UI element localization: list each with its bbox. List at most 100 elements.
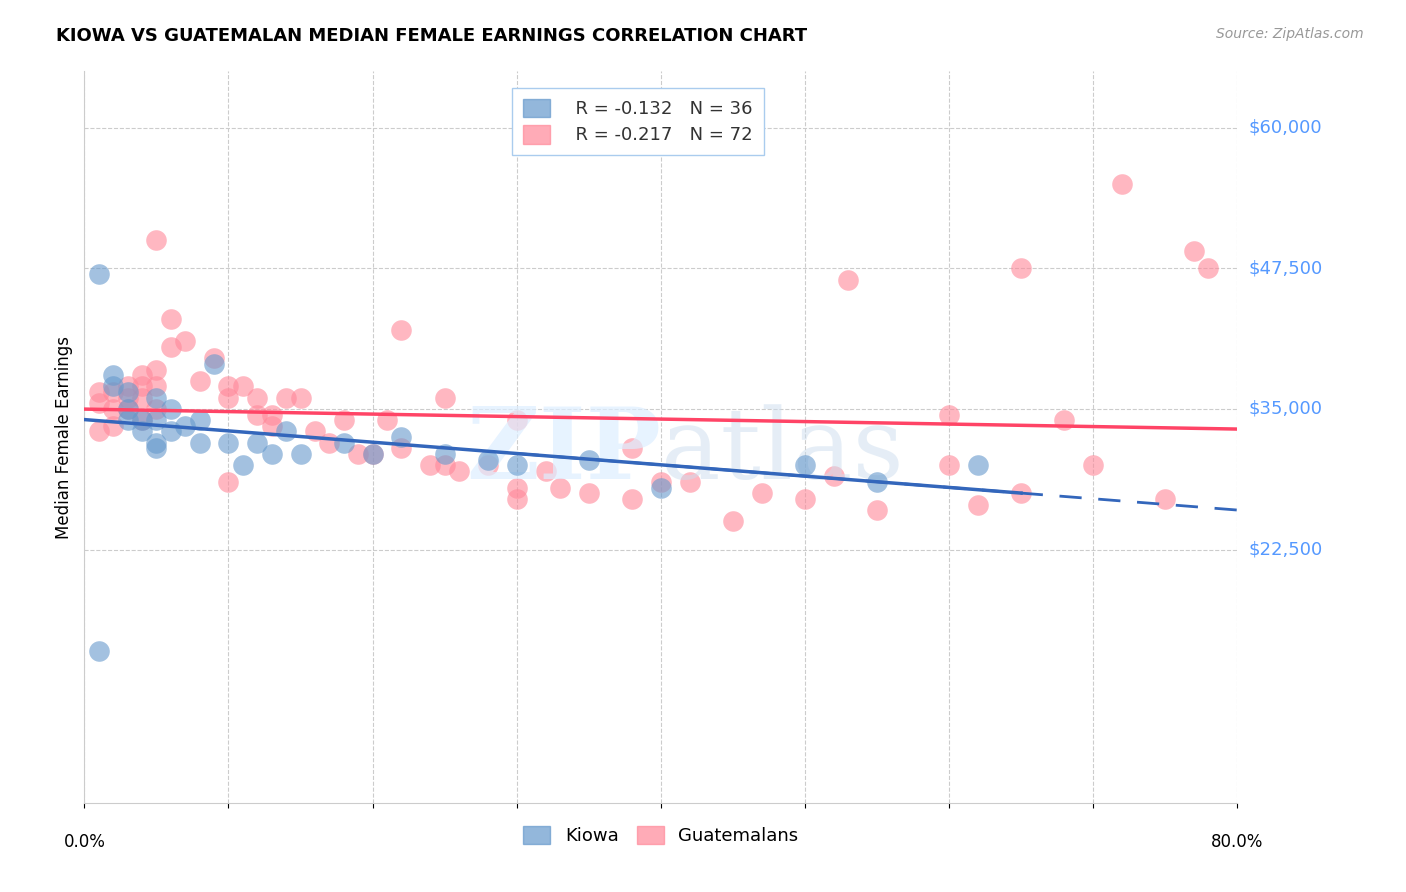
Guatemalans: [449, 464, 471, 478]
Kiowa: [276, 425, 298, 439]
Kiowa: [160, 425, 183, 439]
Text: $22,500: $22,500: [1249, 541, 1323, 558]
Kiowa: [967, 458, 990, 473]
Guatemalans: [160, 340, 183, 354]
Guatemalans: [87, 425, 110, 439]
Guatemalans: [145, 379, 167, 393]
Guatemalans: [433, 458, 456, 473]
Kiowa: [246, 435, 269, 450]
Guatemalans: [290, 391, 312, 405]
Guatemalans: [246, 408, 269, 422]
Kiowa: [218, 435, 240, 450]
Kiowa: [361, 447, 384, 461]
Text: KIOWA VS GUATEMALAN MEDIAN FEMALE EARNINGS CORRELATION CHART: KIOWA VS GUATEMALAN MEDIAN FEMALE EARNIN…: [56, 27, 807, 45]
Guatemalans: [1010, 261, 1032, 276]
Text: ZIP: ZIP: [465, 403, 661, 500]
Text: $47,500: $47,500: [1249, 260, 1323, 277]
Kiowa: [145, 413, 167, 427]
Kiowa: [117, 401, 139, 416]
Kiowa: [131, 413, 153, 427]
Guatemalans: [391, 442, 413, 456]
Guatemalans: [103, 401, 124, 416]
Guatemalans: [218, 379, 240, 393]
Guatemalans: [375, 413, 398, 427]
Kiowa: [578, 452, 600, 467]
Guatemalans: [837, 272, 859, 286]
Kiowa: [391, 430, 413, 444]
Guatemalans: [347, 447, 370, 461]
Guatemalans: [477, 458, 499, 473]
Kiowa: [232, 458, 254, 473]
Guatemalans: [260, 418, 283, 433]
Guatemalans: [260, 408, 283, 422]
Kiowa: [333, 435, 356, 450]
Kiowa: [145, 391, 167, 405]
Kiowa: [174, 418, 197, 433]
Guatemalans: [333, 413, 356, 427]
Kiowa: [117, 413, 139, 427]
Guatemalans: [145, 362, 167, 376]
Kiowa: [145, 442, 167, 456]
Text: $60,000: $60,000: [1249, 119, 1322, 136]
Guatemalans: [506, 491, 529, 506]
Text: $35,000: $35,000: [1249, 400, 1323, 418]
Kiowa: [160, 401, 183, 416]
Guatemalans: [145, 233, 167, 247]
Kiowa: [202, 357, 225, 371]
Guatemalans: [967, 498, 990, 512]
Kiowa: [477, 452, 499, 467]
Guatemalans: [318, 435, 340, 450]
Guatemalans: [131, 379, 153, 393]
Guatemalans: [276, 391, 298, 405]
Text: Source: ZipAtlas.com: Source: ZipAtlas.com: [1216, 27, 1364, 41]
Guatemalans: [1111, 177, 1133, 191]
Kiowa: [433, 447, 456, 461]
Guatemalans: [131, 413, 153, 427]
Guatemalans: [1154, 491, 1177, 506]
Kiowa: [117, 385, 139, 400]
Guatemalans: [202, 351, 225, 366]
Guatemalans: [1083, 458, 1105, 473]
Guatemalans: [938, 408, 960, 422]
Guatemalans: [160, 312, 183, 326]
Kiowa: [87, 644, 110, 658]
Guatemalans: [218, 391, 240, 405]
Guatemalans: [506, 481, 529, 495]
Kiowa: [290, 447, 312, 461]
Kiowa: [866, 475, 889, 489]
Guatemalans: [232, 379, 254, 393]
Y-axis label: Median Female Earnings: Median Female Earnings: [55, 335, 73, 539]
Guatemalans: [433, 391, 456, 405]
Kiowa: [506, 458, 529, 473]
Guatemalans: [548, 481, 571, 495]
Guatemalans: [751, 486, 773, 500]
Kiowa: [188, 413, 211, 427]
Text: atlas: atlas: [661, 404, 904, 500]
Guatemalans: [246, 391, 269, 405]
Kiowa: [103, 379, 124, 393]
Kiowa: [260, 447, 283, 461]
Guatemalans: [117, 401, 139, 416]
Kiowa: [103, 368, 124, 383]
Kiowa: [145, 435, 167, 450]
Guatemalans: [174, 334, 197, 349]
Guatemalans: [866, 503, 889, 517]
Guatemalans: [621, 491, 644, 506]
Guatemalans: [621, 442, 644, 456]
Guatemalans: [361, 447, 384, 461]
Guatemalans: [1198, 261, 1220, 276]
Guatemalans: [188, 374, 211, 388]
Guatemalans: [650, 475, 672, 489]
Guatemalans: [131, 368, 153, 383]
Guatemalans: [823, 469, 845, 483]
Guatemalans: [938, 458, 960, 473]
Text: 80.0%: 80.0%: [1211, 833, 1264, 851]
Guatemalans: [103, 418, 124, 433]
Guatemalans: [534, 464, 557, 478]
Kiowa: [794, 458, 817, 473]
Guatemalans: [506, 413, 529, 427]
Legend: Kiowa, Guatemalans: Kiowa, Guatemalans: [516, 819, 806, 852]
Guatemalans: [1010, 486, 1032, 500]
Guatemalans: [794, 491, 817, 506]
Guatemalans: [391, 323, 413, 337]
